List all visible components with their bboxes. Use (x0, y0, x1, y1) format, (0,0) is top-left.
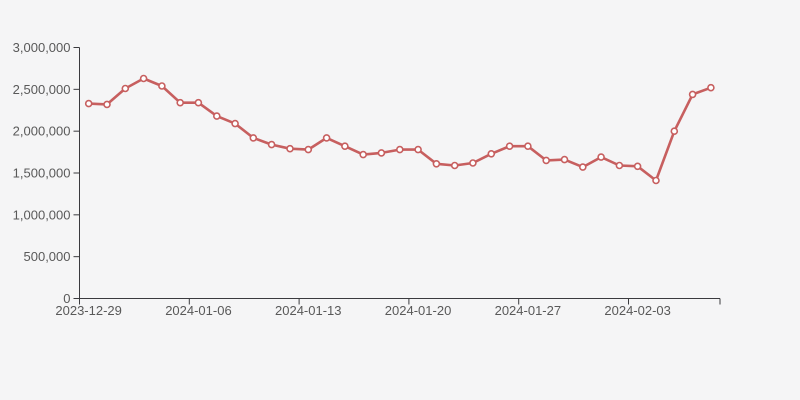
data-point-marker (322, 134, 331, 142)
data-point-marker (139, 74, 148, 83)
data-point-marker (213, 112, 221, 120)
y-axis-tick-label: 1,000,000 (13, 207, 71, 222)
data-point-marker (341, 142, 349, 150)
x-axis-tick-label: 2023-12-29 (55, 303, 122, 318)
data-point-marker (688, 90, 697, 99)
data-point-marker (84, 99, 93, 108)
data-point-marker (414, 145, 422, 154)
data-point-marker (103, 100, 111, 109)
data-point-marker (615, 161, 624, 170)
data-point-marker (487, 150, 496, 158)
data-point-marker (633, 162, 642, 171)
data-point-marker (432, 160, 441, 168)
x-axis-tick-label: 2024-01-06 (165, 303, 232, 318)
data-point-marker (578, 163, 587, 171)
data-point-marker (505, 142, 514, 150)
data-point-marker (267, 140, 276, 149)
data-point-marker (231, 119, 239, 128)
data-point-marker (524, 142, 532, 150)
data-point-marker (469, 159, 477, 167)
data-point-marker (542, 156, 551, 165)
data-point-marker (194, 98, 203, 107)
data-point-marker (597, 153, 605, 161)
y-axis-tick-label: 2,500,000 (13, 82, 71, 97)
data-point-marker (176, 98, 184, 107)
data-point-marker (450, 161, 459, 170)
data-point-marker (560, 155, 569, 164)
data-point-marker (286, 144, 294, 153)
data-point-marker (377, 149, 386, 157)
x-axis-tick-label: 2024-01-20 (385, 303, 452, 318)
y-axis-tick-label: 3,000,000 (13, 40, 71, 55)
data-point-marker (158, 82, 166, 90)
x-axis-tick-label: 2024-01-27 (495, 303, 562, 318)
y-axis-tick-label: 0 (63, 291, 70, 306)
data-point-marker (670, 127, 679, 135)
x-axis-tick-label: 2024-02-03 (604, 303, 671, 318)
data-point-marker (707, 83, 715, 92)
data-point-marker (359, 150, 368, 159)
y-axis-tick-label: 1,500,000 (13, 166, 71, 181)
data-point-marker (249, 134, 258, 142)
y-axis-tick-label: 500,000 (24, 249, 71, 264)
data-point-marker (395, 145, 404, 154)
data-point-marker (121, 84, 130, 93)
data-point-marker (652, 176, 660, 185)
x-axis-tick-label: 2024-01-13 (275, 303, 342, 318)
y-axis-tick-label: 2,000,000 (13, 124, 71, 139)
data-point-marker (304, 145, 313, 154)
